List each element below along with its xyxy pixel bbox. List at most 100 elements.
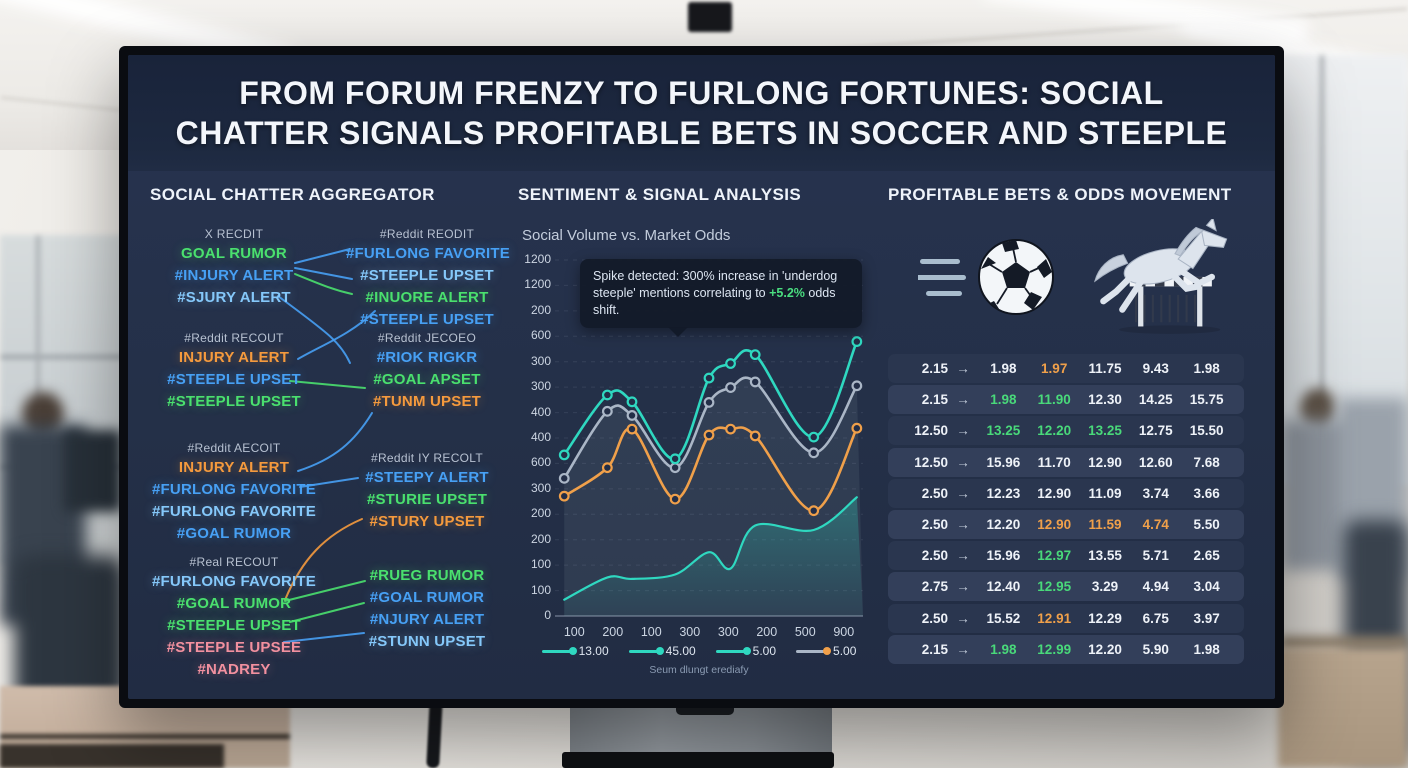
hashtag-tag: #NADREY bbox=[197, 661, 271, 678]
data-point-marker bbox=[749, 430, 761, 442]
y-tick-label: 100 bbox=[530, 582, 551, 597]
chart-caption: Seum dlungt erediafy bbox=[649, 664, 749, 676]
arrow-icon: → bbox=[956, 610, 970, 626]
hashtag-column: #Reddit AECOIT INJURY ALERT #FURLONG FAVOR… bbox=[150, 439, 318, 545]
odds-value: 15.96 bbox=[986, 454, 1021, 470]
legend-item: 45.00 bbox=[628, 644, 696, 658]
arrow-icon: → bbox=[956, 579, 970, 595]
y-tick-label: 400 bbox=[530, 404, 551, 419]
arrow-icon: → bbox=[956, 423, 970, 439]
panel-sentiment: SENTIMENT & SIGNAL ANALYSIS Social Volum… bbox=[518, 185, 880, 695]
odds-value: 12.60 bbox=[1138, 454, 1173, 470]
odds-value: 15.75 bbox=[1189, 392, 1224, 408]
data-point-marker bbox=[601, 389, 613, 401]
odds-from: 2.50 bbox=[921, 610, 948, 626]
annotation-highlight: +5.2% bbox=[769, 286, 805, 300]
legend-item: 5.00 bbox=[796, 644, 856, 658]
data-point-marker bbox=[626, 396, 638, 408]
hashtag-tag: INJURY ALERT bbox=[178, 459, 290, 476]
data-point-marker bbox=[626, 410, 638, 421]
odds-from: 2.15 bbox=[921, 641, 948, 657]
hashtag-tag: #STEEPLE UPSET bbox=[167, 617, 301, 634]
panel-profitable-bets: PROFITABLE BETS & ODDS MOVEMENT bbox=[888, 185, 1256, 690]
hashtag-tag: #SJURY ALERT bbox=[177, 289, 291, 306]
data-point-marker bbox=[558, 449, 570, 461]
data-point-marker bbox=[725, 382, 736, 393]
data-point-marker bbox=[703, 396, 715, 408]
arrow-icon: → bbox=[956, 454, 970, 470]
odds-row: 2.50 → 15.52 12.91 12.29 6.75 3.97 bbox=[888, 603, 1244, 633]
hashtag-tag: #RUEG RUMOR bbox=[369, 567, 485, 584]
odds-row: 2.50 → 15.96 12.97 13.55 5.71 2.65 bbox=[888, 541, 1244, 571]
y-tick-label: 300 bbox=[530, 480, 551, 495]
odds-from: 2.15 bbox=[921, 392, 948, 408]
hashtag-tag: #FURLONG FAVORITE bbox=[346, 245, 510, 262]
odds-value: 12.29 bbox=[1088, 610, 1122, 626]
data-point-marker bbox=[558, 490, 570, 502]
odds-value: 11.59 bbox=[1088, 516, 1122, 532]
panel-sentiment-header: SENTIMENT & SIGNAL ANALYSIS bbox=[518, 185, 802, 204]
arrow-icon: → bbox=[956, 485, 970, 501]
spike-annotation: Spike detected: 300% increase in 'underd… bbox=[580, 259, 862, 337]
hashtag-column: #Reddit IY RECOLT #STEEPY ALERT #STURIE UP… bbox=[346, 449, 508, 533]
x-tick-label: 500 bbox=[794, 625, 816, 639]
connector-line bbox=[289, 602, 365, 623]
odds-value: 12.20 bbox=[1037, 423, 1072, 439]
chatter-body: X RECDIT GOAL RUMOR #INJURY ALERT #SJURY AL… bbox=[150, 223, 510, 688]
x-axis-labels: 100 200 100 300 300 200 500 900 bbox=[555, 625, 863, 641]
connector-line bbox=[284, 518, 363, 601]
source-label: #Reddit AECOIT bbox=[187, 441, 281, 455]
sentiment-chart bbox=[555, 259, 863, 617]
chart-legend: 13.00 45.00 5.00 5.00 bbox=[518, 644, 880, 658]
hashtag-tag: GOAL RUMOR bbox=[181, 245, 287, 262]
odds-value: 11.70 bbox=[1037, 454, 1071, 470]
hashtag-column: #Reddit JECOEO #RIOK RIGKR #GOAL APSET #TUN… bbox=[346, 329, 508, 413]
odds-value: 15.50 bbox=[1189, 423, 1224, 439]
connector-line bbox=[289, 380, 366, 389]
dashboard-title-line1: FROM FORUM FRENZY TO FURLONG FORTUNES: S… bbox=[239, 75, 1164, 111]
odds-value: 13.55 bbox=[1088, 548, 1122, 564]
connector-line bbox=[297, 412, 373, 472]
connector-line bbox=[283, 632, 365, 643]
data-point-marker bbox=[851, 380, 863, 392]
monitor: FROM FORUM FRENZY TO FURLONG FORTUNES: S… bbox=[119, 46, 1284, 708]
hashtag-tag: #STEEPLE UPSET bbox=[360, 311, 494, 328]
arrow-icon: → bbox=[956, 361, 970, 376]
odds-value: 5.90 bbox=[1142, 641, 1169, 657]
data-point-marker bbox=[669, 453, 681, 465]
wood-floor bbox=[1278, 648, 1408, 768]
hashtag-column: #Real RECOUT #FURLONG FAVORITE #GOAL RUMOR… bbox=[150, 553, 318, 681]
odds-value: 15.52 bbox=[986, 610, 1021, 626]
series-line bbox=[563, 496, 858, 601]
odds-row: 2.75 → 12.40 12.95 3.29 4.94 3.04 bbox=[888, 572, 1244, 602]
hashtag-column: #Reddit REODIT #FURLONG FAVORITE #STEEPLE … bbox=[346, 225, 510, 331]
hashtag-tag: #STEEPLE UPSET bbox=[360, 267, 494, 284]
source-label: #Reddit IY RECOLT bbox=[370, 451, 484, 465]
odds-value: 12.95 bbox=[1037, 579, 1072, 595]
area-series-fill bbox=[564, 497, 863, 616]
odds-value: 1.98 bbox=[1193, 361, 1220, 376]
odds-value: 12.30 bbox=[1088, 392, 1122, 408]
dashboard-screen: FROM FORUM FRENZY TO FURLONG FORTUNES: S… bbox=[128, 55, 1275, 699]
odds-row: 2.50 → 12.20 12.90 11.59 4.74 5.50 bbox=[888, 509, 1244, 539]
odds-value: 7.68 bbox=[1193, 454, 1220, 470]
odds-value: 3.29 bbox=[1091, 579, 1119, 595]
chart-subtitle: Social Volume vs. Market Odds bbox=[522, 227, 731, 244]
odds-value: 12.75 bbox=[1138, 423, 1173, 439]
odds-value: 11.75 bbox=[1088, 361, 1122, 376]
hashtag-tag: INJURY ALERT bbox=[178, 349, 290, 366]
odds-row: 2.50 → 12.23 12.90 11.09 3.74 3.66 bbox=[888, 478, 1244, 508]
odds-value: 12.23 bbox=[986, 485, 1021, 501]
data-point-marker bbox=[749, 376, 761, 388]
data-point-marker bbox=[725, 423, 736, 435]
connector-lines bbox=[277, 248, 376, 643]
y-tick-label: 600 bbox=[530, 455, 551, 470]
odds-value: 6.75 bbox=[1142, 610, 1169, 626]
y-tick-label: 1200 bbox=[524, 277, 551, 292]
odds-value: 5.71 bbox=[1142, 548, 1169, 564]
odds-value: 9.43 bbox=[1142, 361, 1169, 376]
odds-value: 5.50 bbox=[1193, 516, 1220, 532]
odds-row: 12.50 → 13.25 12.20 13.25 12.75 15.50 bbox=[888, 416, 1244, 446]
odds-value: 4.94 bbox=[1142, 579, 1169, 595]
